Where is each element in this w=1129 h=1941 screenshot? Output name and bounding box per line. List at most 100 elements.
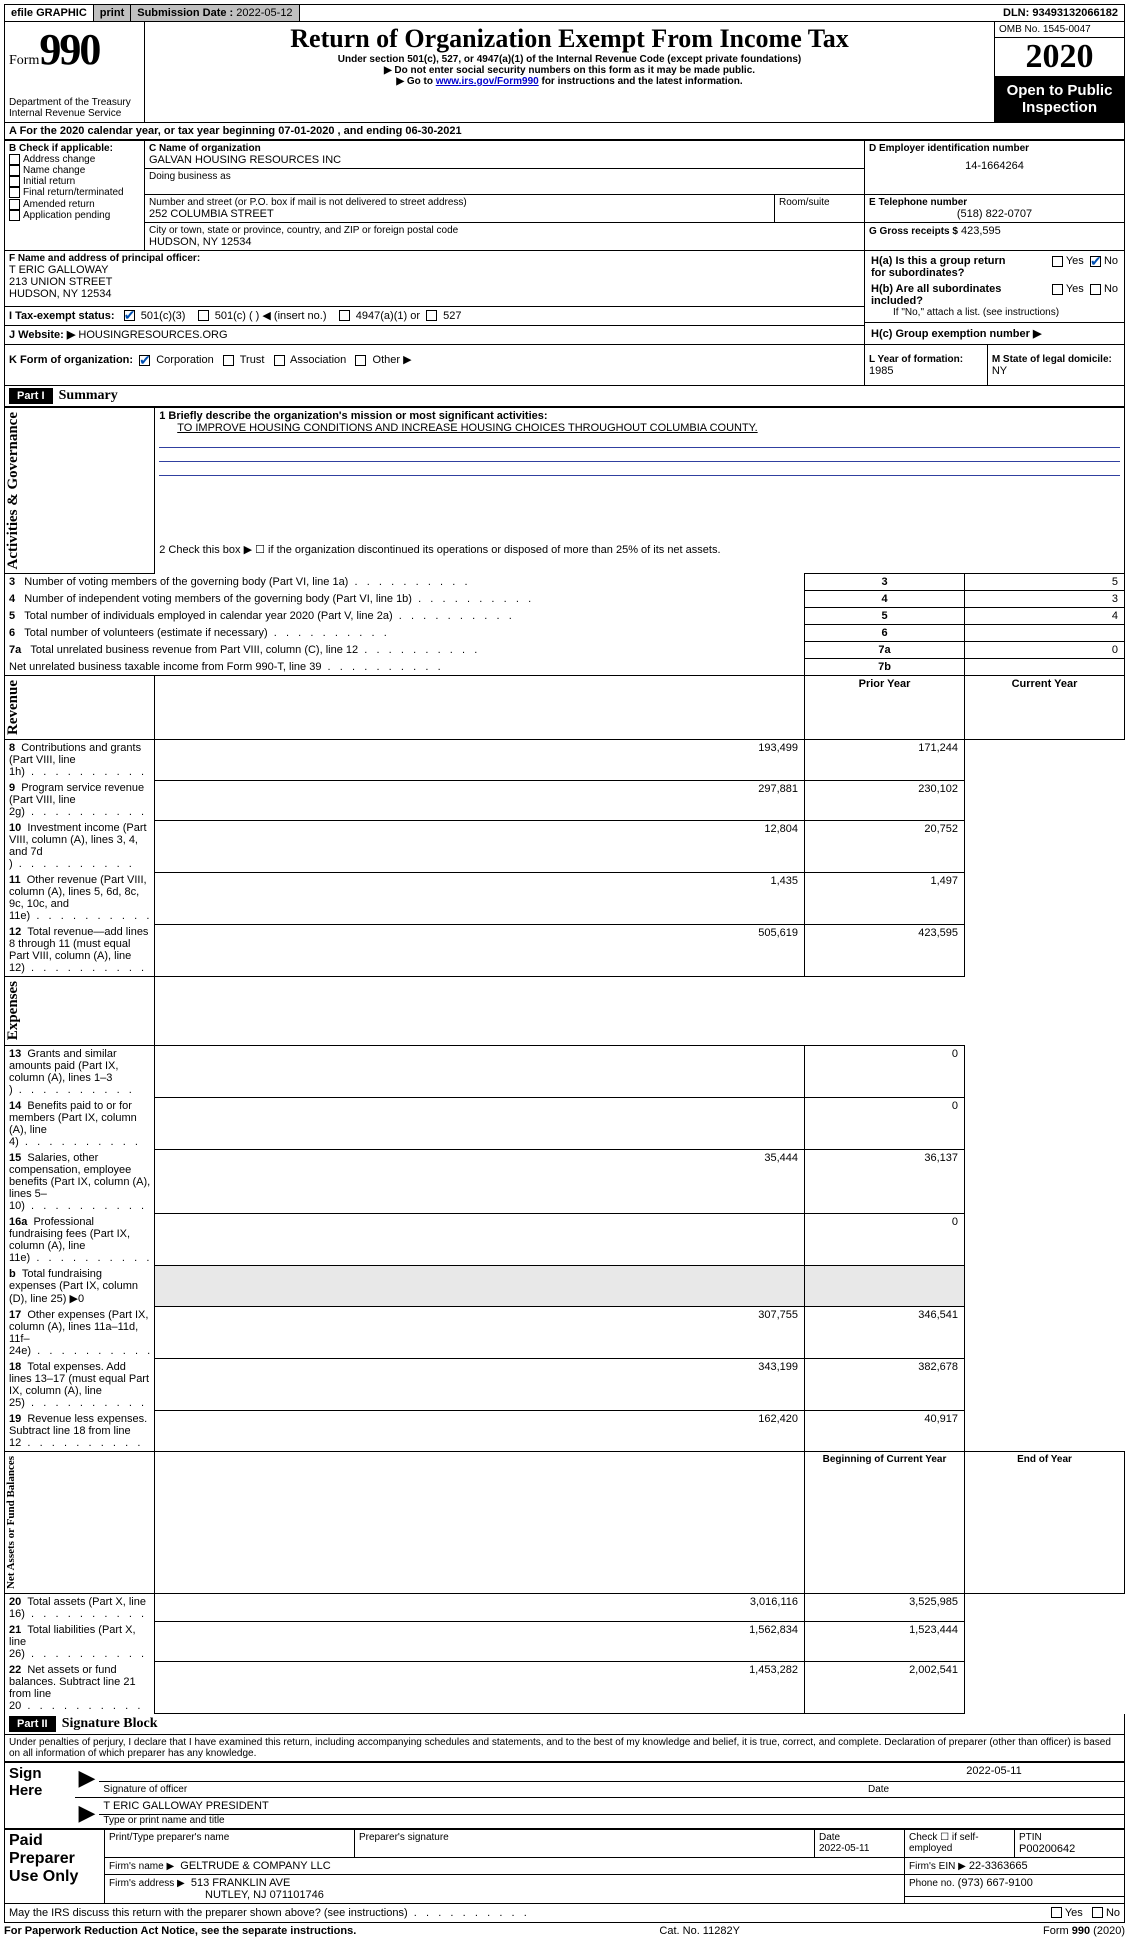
box-d-label: D Employer identification number — [869, 143, 1120, 154]
gov-label: Activities & Governance — [5, 408, 22, 573]
table-row: 12 Total revenue—add lines 8 through 11 … — [5, 924, 1125, 977]
i-501c-checkbox[interactable] — [198, 310, 209, 321]
part1-header: Part I Summary — [4, 386, 1125, 407]
firm-addr1: 513 FRANKLIN AVE — [191, 1877, 290, 1889]
table-row: b Total fundraising expenses (Part IX, c… — [5, 1266, 1125, 1307]
city-label: City or town, state or province, country… — [149, 225, 860, 236]
dept-irs: Internal Revenue Service — [9, 108, 140, 119]
footer-mid: Cat. No. 11282Y — [659, 1925, 740, 1937]
table-row: 7a Total unrelated business revenue from… — [5, 642, 1125, 659]
pp-selfemp: Check ☐ if self-employed — [905, 1829, 1015, 1857]
firm-name: GELTRUDE & COMPANY LLC — [180, 1860, 330, 1872]
eoy-head: End of Year — [965, 1451, 1125, 1593]
box-b-option: Amended return — [9, 199, 140, 210]
room-label: Room/suite — [779, 197, 860, 208]
table-row: 9 Program service revenue (Part VIII, li… — [5, 780, 1125, 820]
paid-prep-label: Paid Preparer Use Only — [9, 1832, 100, 1886]
na-label: Net Assets or Fund Balances — [5, 1452, 17, 1593]
table-row: 13 Grants and similar amounts paid (Part… — [5, 1045, 1125, 1098]
i-527-checkbox[interactable] — [426, 310, 437, 321]
page-footer: For Paperwork Reduction Act Notice, see … — [4, 1923, 1125, 1937]
box-b-option: Final return/terminated — [9, 187, 140, 198]
box-b-checkbox[interactable] — [9, 210, 20, 221]
k-trust-checkbox[interactable] — [223, 355, 234, 366]
irs-link[interactable]: www.irs.gov/Form990 — [436, 76, 539, 87]
discuss-yes-checkbox[interactable] — [1051, 1907, 1062, 1918]
discuss-row: May the IRS discuss this return with the… — [4, 1904, 1125, 1923]
line1-value: TO IMPROVE HOUSING CONDITIONS AND INCREA… — [159, 422, 1120, 434]
box-e-label: E Telephone number — [869, 197, 1120, 208]
open-to-public: Open to Public Inspection — [995, 76, 1124, 122]
footer-right: Form 990 (2020) — [1043, 1925, 1125, 1937]
firm-addr2: NUTLEY, NJ 071101746 — [109, 1889, 324, 1901]
table-row: 8 Contributions and grants (Part VIII, l… — [5, 740, 1125, 781]
dba-label: Doing business as — [149, 171, 860, 182]
table-row: 20 Total assets (Part X, line 16)3,016,1… — [5, 1593, 1125, 1622]
firm-ein-label: Firm's EIN ▶ — [909, 1861, 966, 1872]
box-b-checkbox[interactable] — [9, 176, 20, 187]
pp-date: 2022-05-11 — [819, 1843, 900, 1854]
table-row: 21 Total liabilities (Part X, line 26)1,… — [5, 1622, 1125, 1662]
exp-label: Expenses — [5, 977, 22, 1044]
box-hb: H(b) Are all subordinates included? — [871, 283, 1001, 307]
table-row: 17 Other expenses (Part IX, column (A), … — [5, 1307, 1125, 1359]
pp-name-label: Print/Type preparer's name — [109, 1832, 350, 1843]
print-button[interactable]: print — [94, 5, 131, 21]
box-b-checkbox[interactable] — [9, 165, 20, 176]
prior-year-head: Prior Year — [805, 676, 965, 740]
subtitle-2: ▶ Do not enter social security numbers o… — [149, 65, 990, 76]
box-b-option: Application pending — [9, 210, 140, 221]
box-b-option: Address change — [9, 154, 140, 165]
officer-name: T ERIC GALLOWAY — [9, 264, 860, 276]
rev-label: Revenue — [5, 676, 22, 739]
box-ha: H(a) Is this a group return for subordin… — [871, 255, 1005, 279]
hb-no-checkbox[interactable] — [1090, 284, 1101, 295]
hb-yes-checkbox[interactable] — [1052, 284, 1063, 295]
telephone: (518) 822-0707 — [869, 208, 1120, 220]
table-row: 11 Other revenue (Part VIII, column (A),… — [5, 872, 1125, 924]
i-501c3-checkbox[interactable] — [124, 310, 135, 321]
k-assoc-checkbox[interactable] — [274, 355, 285, 366]
ein: 14-1664264 — [869, 154, 1120, 178]
type-label: Type or print name and title — [99, 1815, 1124, 1826]
addr-label: Number and street (or P.O. box if mail i… — [149, 197, 770, 208]
firm-ein: 22-3363665 — [969, 1860, 1028, 1872]
box-b-checkbox[interactable] — [9, 154, 20, 165]
website: HOUSINGRESOURCES.ORG — [75, 329, 227, 341]
discuss-no-checkbox[interactable] — [1092, 1907, 1103, 1918]
sign-here-label: Sign Here — [9, 1765, 71, 1799]
ptin: P00200642 — [1019, 1843, 1120, 1855]
current-year-head: Current Year — [965, 676, 1125, 740]
state-domicile: NY — [992, 365, 1007, 377]
subtitle-1: Under section 501(c), 527, or 4947(a)(1)… — [149, 54, 990, 65]
box-i-label: I Tax-exempt status: — [9, 310, 115, 322]
arrow-icon: ▶ — [79, 1765, 96, 1790]
ha-no-checkbox[interactable] — [1090, 256, 1101, 267]
firm-phone: (973) 667-9100 — [958, 1877, 1033, 1889]
date-label: Date — [864, 1781, 1124, 1797]
subtitle-3: ▶ Go to www.irs.gov/Form990 for instruct… — [149, 76, 990, 87]
block-b-m: B Check if applicable: Address changeNam… — [4, 140, 1125, 386]
part2-header: Part II Signature Block — [4, 1714, 1125, 1735]
table-row: 10 Investment income (Part VIII, column … — [5, 820, 1125, 872]
gross-receipts: 423,595 — [961, 225, 1001, 237]
box-b-option: Name change — [9, 165, 140, 176]
k-corp-checkbox[interactable] — [139, 355, 150, 366]
firm-addr-label: Firm's address ▶ — [109, 1878, 185, 1889]
part1-table: Activities & Governance 1 Briefly descri… — [4, 407, 1125, 1714]
box-l-label: L Year of formation: — [869, 354, 963, 365]
box-b-checkbox[interactable] — [9, 187, 20, 198]
declaration: Under penalties of perjury, I declare th… — [4, 1735, 1125, 1762]
tax-year: 2020 — [995, 38, 1124, 76]
k-other-checkbox[interactable] — [355, 355, 366, 366]
line2: 2 Check this box ▶ ☐ if the organization… — [155, 541, 1125, 574]
dln-cell: DLN: 93493132066182 — [997, 5, 1124, 21]
box-b-checkbox[interactable] — [9, 199, 20, 210]
paid-preparer-table: Paid Preparer Use Only Print/Type prepar… — [4, 1829, 1125, 1904]
firm-name-label: Firm's name ▶ — [109, 1861, 174, 1872]
top-bar: efile GRAPHIC print Submission Date : 20… — [4, 4, 1125, 22]
box-hc: H(c) Group exemption number ▶ — [871, 328, 1041, 340]
city-state-zip: HUDSON, NY 12534 — [149, 236, 860, 248]
i-4947-checkbox[interactable] — [339, 310, 350, 321]
ha-yes-checkbox[interactable] — [1052, 256, 1063, 267]
